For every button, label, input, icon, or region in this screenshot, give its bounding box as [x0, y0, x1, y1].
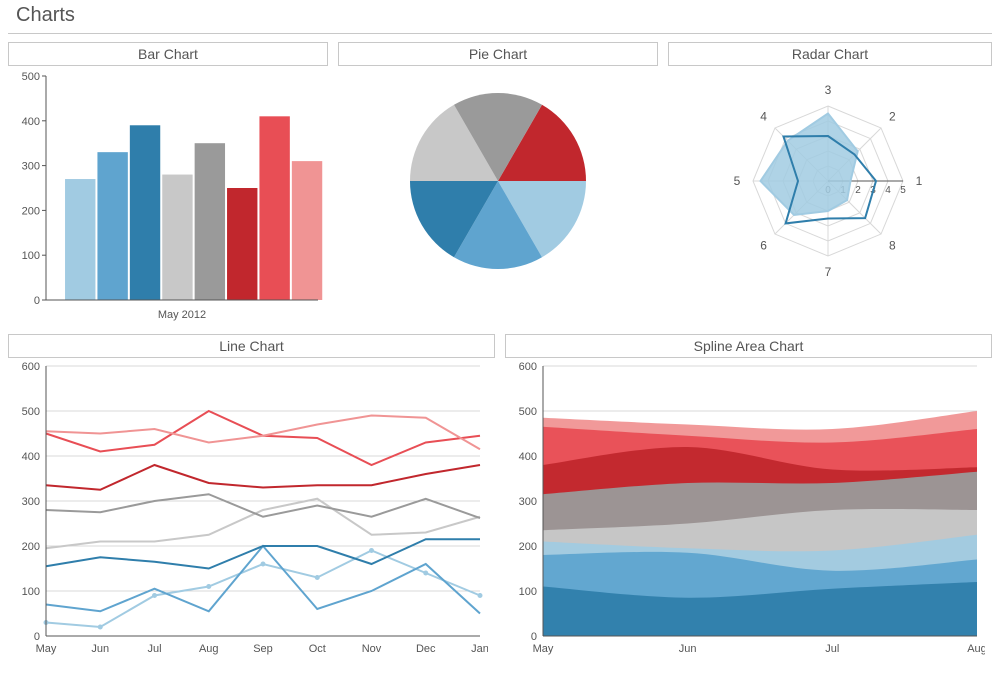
- svg-text:2: 2: [855, 185, 861, 196]
- svg-text:Jun: Jun: [679, 643, 697, 655]
- svg-text:400: 400: [22, 451, 40, 463]
- panel-line-chart: Line Chart 0 100 200 300 400 500 600 May Jun Jul A…: [8, 334, 495, 658]
- line-chart: 0 100 200 300 400 500 600 May Jun Jul Aug Sep Oct Nov…: [8, 358, 495, 658]
- pie-chart: [338, 66, 658, 296]
- page-title: Charts: [8, 0, 992, 34]
- svg-text:500: 500: [22, 71, 40, 83]
- svg-text:May: May: [533, 643, 554, 655]
- bar-chart: 0 100 200 300 400 500 May 2012: [8, 66, 328, 326]
- panel-title-area: Spline Area Chart: [505, 334, 992, 358]
- svg-text:3: 3: [825, 83, 832, 97]
- panel-bar-chart: Bar Chart 0 100 200 300 400 500 May 2012: [8, 42, 328, 326]
- svg-text:5: 5: [900, 185, 906, 196]
- svg-text:Nov: Nov: [362, 643, 382, 655]
- area-chart: 0 100 200 300 400 500 600 May Jun Jul Aug: [505, 358, 992, 658]
- row-top: Bar Chart 0 100 200 300 400 500 May 2012 Pie C…: [0, 42, 1000, 326]
- panel-title-line: Line Chart: [8, 334, 495, 358]
- svg-text:4: 4: [885, 185, 891, 196]
- svg-text:Jan: Jan: [471, 643, 488, 655]
- svg-text:600: 600: [519, 361, 537, 373]
- svg-text:4: 4: [760, 110, 767, 124]
- svg-text:Aug: Aug: [967, 643, 985, 655]
- svg-text:100: 100: [519, 586, 537, 598]
- svg-text:Aug: Aug: [199, 643, 219, 655]
- svg-text:300: 300: [22, 161, 40, 173]
- svg-text:Dec: Dec: [416, 643, 436, 655]
- svg-text:Jul: Jul: [825, 643, 839, 655]
- panel-title-radar: Radar Chart: [668, 42, 992, 66]
- svg-text:300: 300: [519, 496, 537, 508]
- svg-text:Jul: Jul: [147, 643, 161, 655]
- svg-text:100: 100: [22, 250, 40, 262]
- row-bottom: Line Chart 0 100 200 300 400 500 600 May Jun Jul A…: [0, 334, 1000, 658]
- panel-title-pie: Pie Chart: [338, 42, 658, 66]
- svg-text:0: 0: [34, 631, 40, 643]
- svg-text:Oct: Oct: [309, 643, 326, 655]
- panel-pie-chart: Pie Chart: [338, 42, 658, 326]
- svg-text:May: May: [36, 643, 57, 655]
- svg-text:400: 400: [519, 451, 537, 463]
- svg-text:100: 100: [22, 586, 40, 598]
- svg-text:2: 2: [889, 110, 896, 124]
- svg-text:0: 0: [34, 295, 40, 307]
- panel-title-bar: Bar Chart: [8, 42, 328, 66]
- svg-text:1: 1: [916, 174, 923, 188]
- svg-text:0: 0: [531, 631, 537, 643]
- svg-text:200: 200: [22, 205, 40, 217]
- svg-text:7: 7: [825, 265, 832, 279]
- svg-text:500: 500: [22, 406, 40, 418]
- svg-text:6: 6: [760, 238, 767, 252]
- svg-text:200: 200: [22, 541, 40, 553]
- svg-text:5: 5: [734, 174, 741, 188]
- svg-text:200: 200: [519, 541, 537, 553]
- panel-area-chart: Spline Area Chart 0 100 200 300 400 500 600 May…: [505, 334, 992, 658]
- svg-text:600: 600: [22, 361, 40, 373]
- svg-text:Sep: Sep: [253, 643, 273, 655]
- svg-text:500: 500: [519, 406, 537, 418]
- svg-text:400: 400: [22, 116, 40, 128]
- svg-text:300: 300: [22, 496, 40, 508]
- panel-radar-chart: Radar Chart 32187654012345: [668, 42, 992, 326]
- svg-text:Jun: Jun: [91, 643, 109, 655]
- svg-text:May 2012: May 2012: [158, 309, 206, 321]
- radar-chart: 32187654012345: [668, 66, 992, 296]
- svg-text:8: 8: [889, 238, 896, 252]
